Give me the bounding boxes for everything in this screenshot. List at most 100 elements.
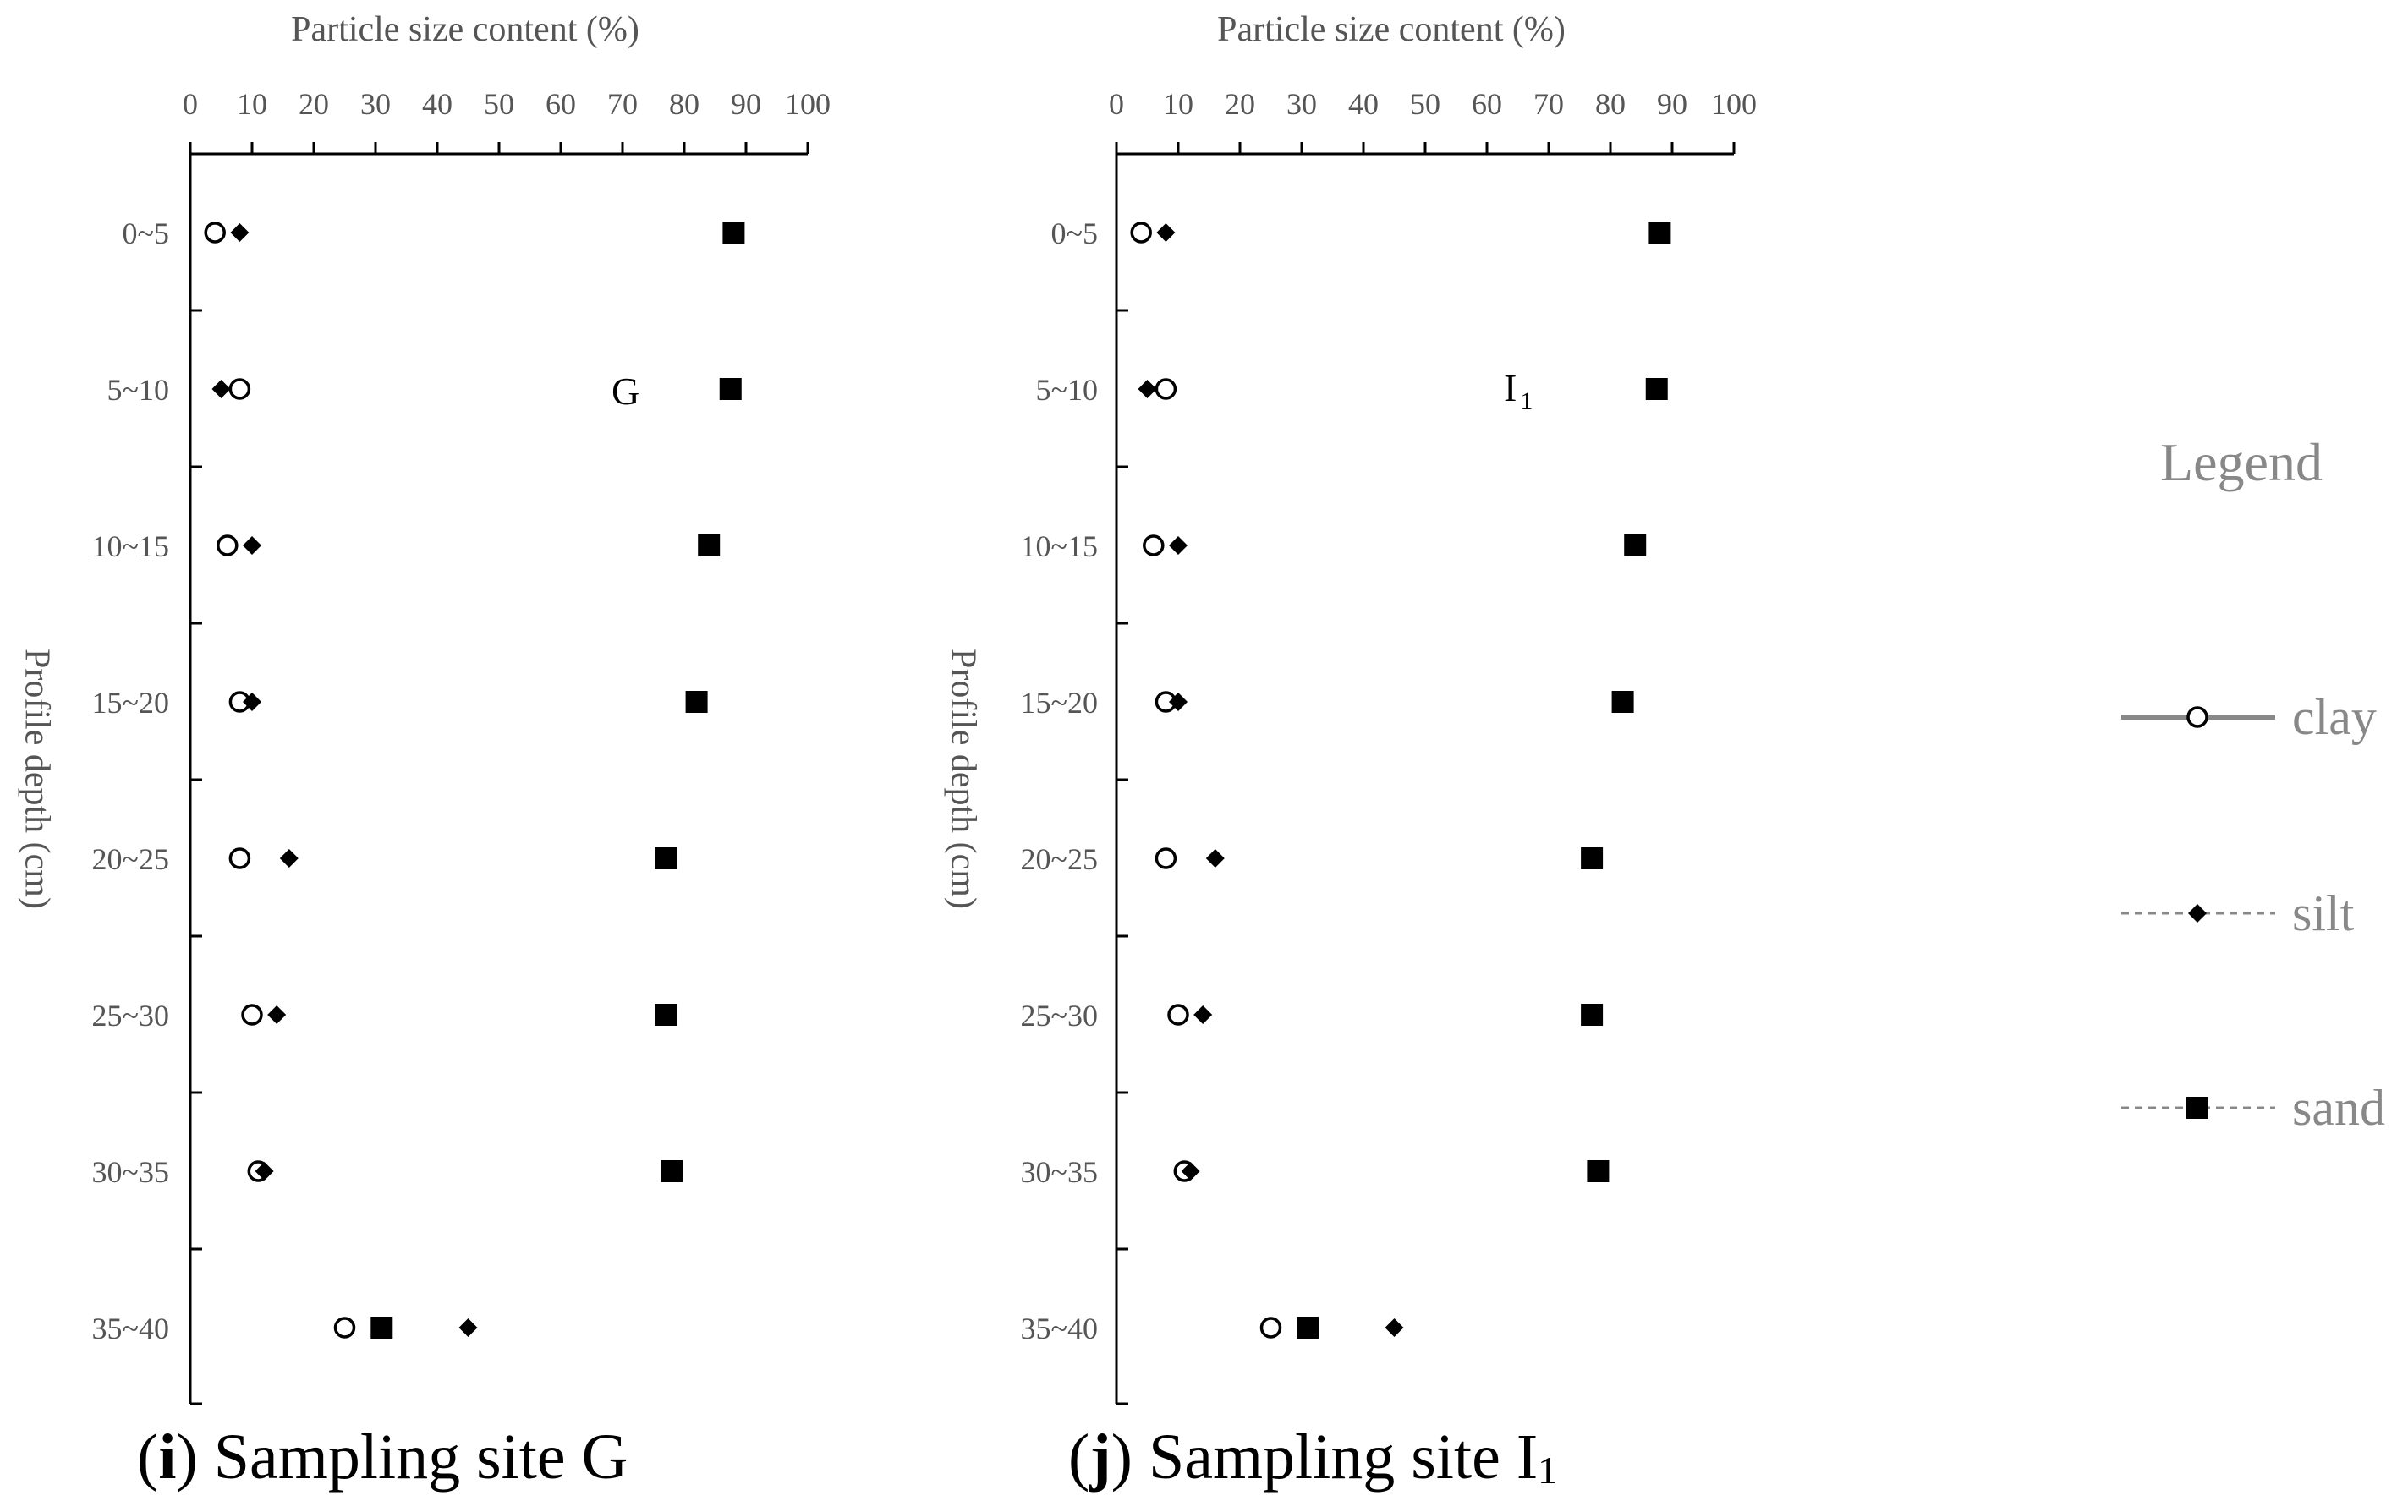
legend: Legend clay silt sand (2121, 432, 2385, 1136)
x-tick-label: 80 (669, 87, 699, 121)
silt-legend-marker (2188, 904, 2207, 923)
caption-paren: ) (176, 1422, 213, 1493)
x-tick-label: 10 (1163, 87, 1193, 121)
caption-paren: ) (1111, 1422, 1149, 1493)
x-tick-label: 100 (1711, 87, 1757, 121)
sand-marker (698, 534, 721, 556)
silt-marker (1156, 223, 1176, 242)
x-tick-label: 90 (731, 87, 761, 121)
y-category-label: 30~35 (92, 1155, 169, 1189)
y-category-label: 0~5 (123, 216, 169, 250)
sand-marker (1611, 691, 1634, 713)
legend-item-sand: sand (2121, 1080, 2385, 1136)
y-category-label: 25~30 (1021, 999, 1098, 1033)
y-category-label: 15~20 (1021, 686, 1098, 720)
caption-panel-label: i (158, 1422, 176, 1493)
y-category-label: 15~20 (92, 686, 169, 720)
y-axis-title: Profile depth (cm) (17, 649, 56, 909)
y-category-label: 35~40 (92, 1312, 169, 1345)
legend-title: Legend (2160, 432, 2323, 492)
clay-marker (1130, 222, 1152, 244)
x-tick-label: 50 (1410, 87, 1440, 121)
sand-marker (1645, 378, 1668, 400)
y-category-label: 0~5 (1051, 216, 1098, 250)
x-tick-label: 90 (1657, 87, 1687, 121)
silt-marker (1138, 380, 1157, 398)
x-tick-label: 70 (607, 87, 638, 121)
silt-marker (243, 536, 261, 555)
silt-marker (267, 1005, 287, 1024)
silt-marker (243, 693, 261, 711)
y-category-label: 20~25 (1021, 842, 1098, 876)
silt-marker (230, 223, 250, 242)
sand-marker (1648, 222, 1671, 244)
clay-marker (1155, 847, 1177, 869)
caption-text: Sampling site G (214, 1422, 628, 1493)
y-category-label: 30~35 (1021, 1155, 1098, 1189)
y-category-label: 5~10 (1036, 373, 1098, 407)
clay-marker (1259, 1317, 1282, 1339)
panel-caption: (j) Sampling site I1 (1068, 1422, 1557, 1493)
clay-marker (217, 534, 239, 556)
x-axis-title: Particle size content (%) (291, 10, 639, 49)
x-tick-label: 60 (1472, 87, 1502, 121)
caption-paren: ( (137, 1422, 158, 1493)
clay-marker (1167, 1004, 1189, 1026)
silt-marker (1385, 1318, 1404, 1337)
x-tick-label: 40 (1348, 87, 1379, 121)
legend-label: silt (2292, 885, 2355, 941)
x-tick-label: 100 (785, 87, 831, 121)
x-tick-label: 0 (183, 87, 198, 121)
y-category-label: 25~30 (92, 999, 169, 1033)
x-tick-label: 20 (299, 87, 329, 121)
sand-marker (1297, 1317, 1319, 1339)
sand-marker (370, 1317, 393, 1339)
clay-marker (1155, 378, 1177, 400)
x-tick-label: 70 (1533, 87, 1564, 121)
y-category-label: 5~10 (107, 373, 169, 407)
x-tick-label: 20 (1225, 87, 1255, 121)
x-tick-label: 30 (360, 87, 391, 121)
clay-marker (1143, 534, 1165, 556)
sand-marker (719, 378, 742, 400)
chart-panel-i: Particle size content (%) 0 10 20 30 40 50 60 70… (17, 10, 831, 1493)
chart-panel-j: Particle size content (%) 0 10 20 30 40 50 60 70… (943, 10, 1757, 1493)
clay-marker (333, 1317, 356, 1339)
silt-marker (1181, 1162, 1200, 1181)
sand-marker (1624, 534, 1647, 556)
sand-legend-marker (2186, 1097, 2208, 1119)
legend-item-silt: silt (2121, 885, 2355, 941)
x-tick-label: 40 (422, 87, 453, 121)
sand-marker (1587, 1160, 1610, 1182)
y-category-label: 10~15 (1021, 529, 1098, 563)
sand-marker (661, 1160, 683, 1182)
silt-marker (279, 849, 299, 868)
caption-subscript: 1 (1538, 1449, 1557, 1492)
caption-panel-label: j (1089, 1422, 1111, 1493)
x-tick-label: 50 (484, 87, 514, 121)
silt-marker (211, 380, 231, 398)
sand-marker (722, 222, 745, 244)
silt-marker (1169, 536, 1188, 555)
y-axis-title: Profile depth (cm) (943, 649, 982, 909)
silt-marker (1169, 693, 1188, 711)
x-tick-label: 80 (1595, 87, 1626, 121)
clay-marker (204, 222, 226, 244)
x-tick-label: 10 (237, 87, 267, 121)
y-category-label: 10~15 (92, 529, 169, 563)
silt-marker (1205, 849, 1225, 868)
silt-marker (458, 1318, 478, 1337)
panel-caption: (i) Sampling site G (137, 1422, 628, 1493)
silt-marker (255, 1162, 274, 1181)
x-tick-label: 60 (546, 87, 576, 121)
clay-legend-marker (2186, 706, 2208, 728)
site-mark-subscript: 1 (1520, 387, 1533, 415)
site-mark-letter: G (612, 370, 639, 413)
legend-label: sand (2292, 1080, 2385, 1136)
x-axis-title: Particle size content (%) (1217, 10, 1566, 49)
x-tick-label: 0 (1109, 87, 1124, 121)
sand-marker (685, 691, 708, 713)
x-tick-label: 30 (1286, 87, 1317, 121)
